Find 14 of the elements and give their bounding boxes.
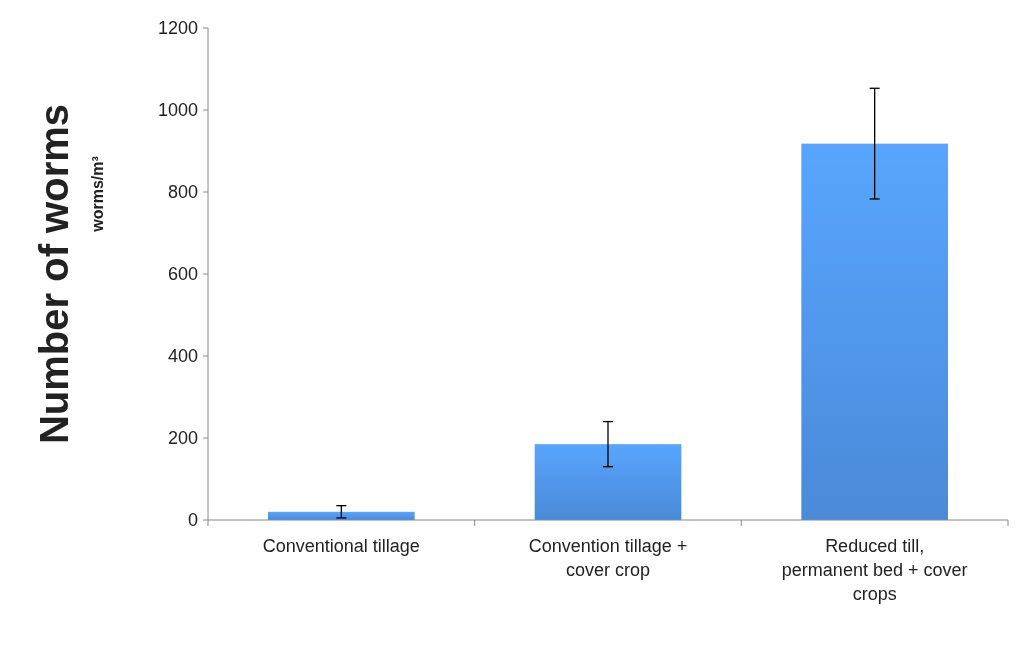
bar: [801, 143, 948, 520]
text: worms/m³: [89, 156, 106, 233]
y-tick-label: 200: [167, 428, 198, 449]
x-tick-label: Convention tillage + cover crop: [528, 536, 688, 580]
y-tick-label: 800: [167, 182, 198, 203]
y-tick-label: 400: [167, 346, 198, 367]
y-tick-label: 1200: [157, 18, 198, 39]
y-axis-title: Number of worms: [32, 103, 76, 445]
x-tick-label: Reduced till, permanent bed + cover crops: [781, 536, 968, 604]
bar: [534, 444, 682, 520]
x-tick-label: Conventional tillage: [262, 536, 420, 556]
y-tick-label: 0: [187, 510, 198, 531]
y-tick-label: 1000: [157, 100, 198, 121]
y-tick-label: 600: [167, 264, 198, 285]
